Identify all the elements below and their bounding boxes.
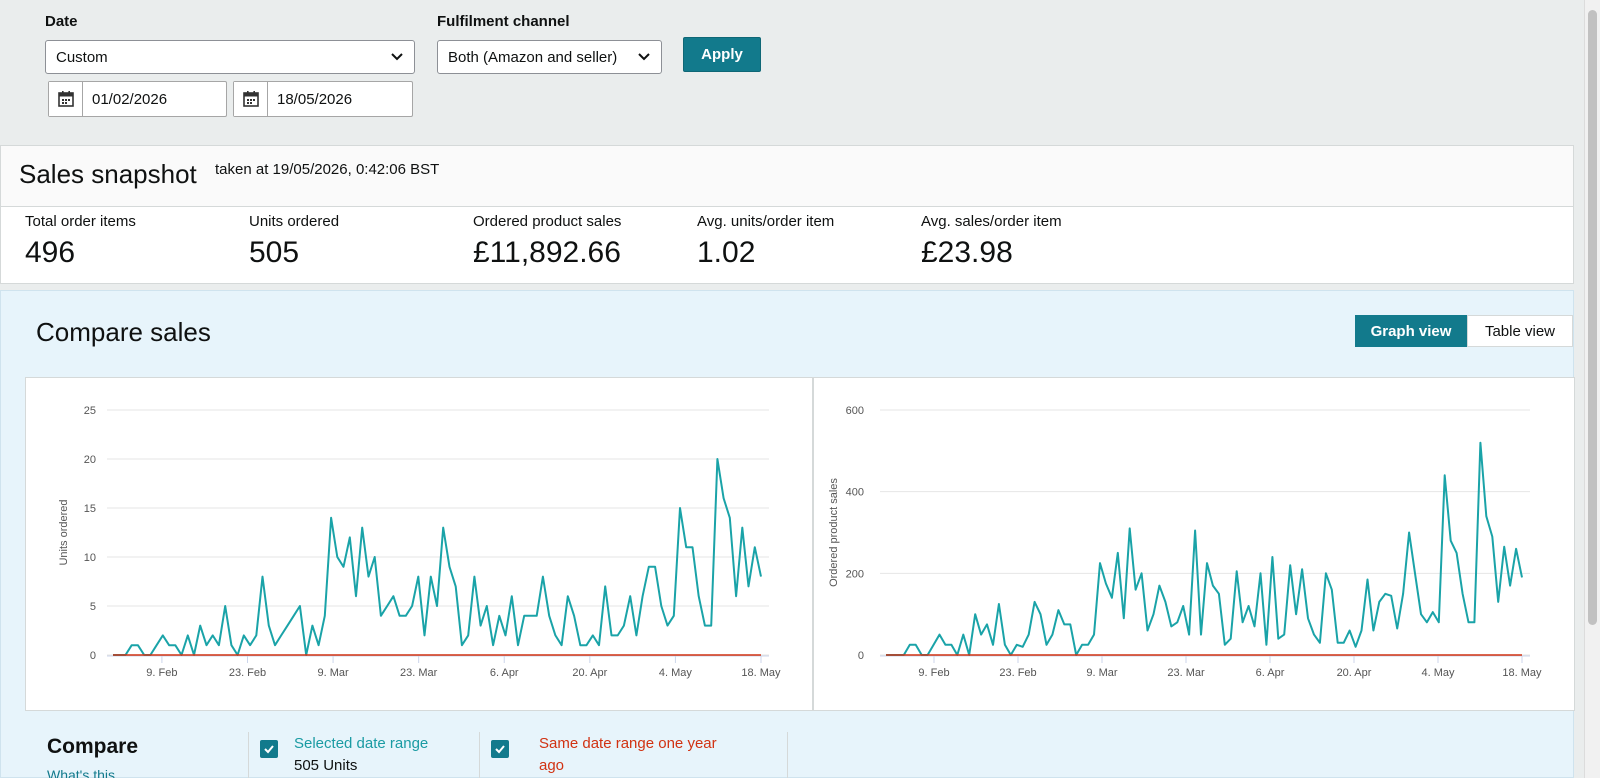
y-tick-label: 200 (846, 568, 864, 580)
end-date-field[interactable]: 18/05/2026 (233, 81, 413, 117)
ordered-product-sales-chart: 0 200 400 600 9. Feb 23. Feb 9. Mar 23. Mar 6. A… (813, 377, 1575, 711)
x-tick-label: 4. May (659, 667, 693, 679)
selected-date-range-units: 505 Units (294, 757, 358, 774)
selected-date-range-checkbox[interactable] (260, 740, 278, 758)
compare-legend: Compare What's this Selected date range … (1, 711, 1575, 778)
page-scrollbar[interactable] (1584, 0, 1600, 778)
y-tick-label: 25 (84, 405, 96, 417)
metric-total-order-items: Total order items 496 (25, 213, 136, 270)
divider (248, 732, 249, 778)
y-tick-label: 600 (846, 405, 864, 417)
ordered-product-sales-chart-svg: 0 200 400 600 9. Feb 23. Feb 9. Mar 23. Mar 6. A… (828, 405, 1542, 679)
series-line-selected-range (113, 458, 762, 656)
graph-view-button[interactable]: Graph view (1355, 315, 1467, 347)
y-tick-label: 400 (846, 487, 864, 499)
x-tick-label: 6. Apr (1256, 667, 1285, 679)
y-axis-label: Ordered product sales (828, 478, 840, 587)
calendar-icon[interactable] (234, 82, 268, 116)
y-tick-label: 0 (90, 650, 96, 662)
fulfilment-channel-value: Both (Amazon and seller) (448, 48, 618, 66)
metric-avg-units-per-order-item: Avg. units/order item 1.02 (697, 213, 834, 270)
calendar-icon[interactable] (49, 82, 83, 116)
x-tick-label: 9. Mar (317, 667, 349, 679)
metric-value: £11,892.66 (473, 236, 621, 269)
metric-avg-sales-per-order-item: Avg. sales/order item £23.98 (921, 213, 1062, 270)
check-icon (495, 745, 505, 754)
metric-label: Total order items (25, 213, 136, 230)
x-tick-label: 9. Feb (146, 667, 177, 679)
compare-legend-title: Compare (47, 735, 139, 758)
metric-value: 1.02 (697, 236, 756, 269)
y-tick-label: 15 (84, 503, 96, 515)
x-tick-label: 9. Feb (918, 667, 949, 679)
check-icon (264, 745, 274, 754)
y-tick-label: 20 (84, 454, 96, 466)
sales-snapshot-panel: Sales snapshot taken at 19/05/2026, 0:42… (0, 145, 1574, 284)
divider (479, 732, 480, 778)
end-date-value: 18/05/2026 (277, 90, 353, 108)
x-tick-label: 23. Mar (1167, 667, 1205, 679)
metric-label: Ordered product sales (473, 213, 622, 230)
divider (787, 732, 788, 778)
y-tick-label: 5 (90, 601, 96, 613)
x-tick-label: 9. Mar (1086, 667, 1118, 679)
start-date-field[interactable]: 01/02/2026 (48, 81, 227, 117)
same-range-last-year-checkbox[interactable] (491, 740, 509, 758)
fulfilment-channel-label: Fulfilment channel (437, 13, 570, 30)
chevron-down-icon (638, 53, 650, 61)
y-axis-label: Units ordered (58, 499, 70, 565)
units-ordered-chart: 0 5 10 15 20 25 9. Feb 23. Feb 9. Mar 23. Mar 6. A… (25, 377, 813, 711)
snapshot-header: Sales snapshot taken at 19/05/2026, 0:42… (1, 146, 1573, 207)
compare-sales-title: Compare sales (36, 317, 211, 347)
x-tick-label: 23. Mar (400, 667, 438, 679)
whats-this-link[interactable]: What's this (47, 767, 116, 778)
chevron-down-icon (391, 53, 403, 61)
filter-bar: Date Custom 01/02/2026 18/05/2026 Fulfil… (0, 0, 1560, 138)
apply-button[interactable]: Apply (683, 37, 761, 72)
date-range-select[interactable]: Custom (45, 40, 415, 74)
compare-sales-panel: Compare sales Graph view Table view 0 5 10… (0, 290, 1575, 778)
x-tick-label: 18. May (1502, 667, 1542, 679)
same-range-last-year-label-cont[interactable]: ago (539, 757, 565, 774)
y-tick-label: 0 (858, 650, 864, 662)
x-tick-label: 4. May (1421, 667, 1455, 679)
metric-value: £23.98 (921, 236, 1013, 269)
y-tick-label: 10 (84, 552, 96, 564)
snapshot-timestamp: taken at 19/05/2026, 0:42:06 BST (215, 161, 440, 178)
metric-label: Avg. sales/order item (921, 213, 1062, 230)
same-range-last-year-label[interactable]: Same date range one year (539, 735, 717, 752)
start-date-value: 01/02/2026 (92, 90, 168, 108)
metric-value: 505 (249, 236, 300, 269)
selected-date-range-label[interactable]: Selected date range (294, 735, 429, 752)
date-range-select-value: Custom (56, 48, 108, 66)
scrollbar-thumb[interactable] (1588, 10, 1597, 625)
x-tick-label: 20. Apr (1337, 667, 1372, 679)
x-tick-label: 23. Feb (229, 667, 266, 679)
x-tick-label: 6. Apr (490, 667, 519, 679)
fulfilment-channel-select[interactable]: Both (Amazon and seller) (437, 40, 662, 74)
snapshot-title: Sales snapshot (19, 159, 197, 189)
metric-label: Units ordered (249, 213, 340, 230)
x-tick-label: 18. May (741, 667, 781, 679)
metric-label: Avg. units/order item (697, 213, 835, 230)
metric-units-ordered: Units ordered 505 (249, 213, 339, 270)
metric-ordered-product-sales: Ordered product sales £11,892.66 (473, 213, 621, 270)
table-view-button[interactable]: Table view (1467, 315, 1573, 347)
metric-value: 496 (25, 236, 76, 269)
units-ordered-chart-svg: 0 5 10 15 20 25 9. Feb 23. Feb 9. Mar 23. Mar 6. A… (58, 405, 781, 679)
x-tick-label: 23. Feb (999, 667, 1036, 679)
date-label: Date (45, 13, 78, 30)
x-tick-label: 20. Apr (572, 667, 607, 679)
series-line-selected-range (886, 441, 1523, 656)
